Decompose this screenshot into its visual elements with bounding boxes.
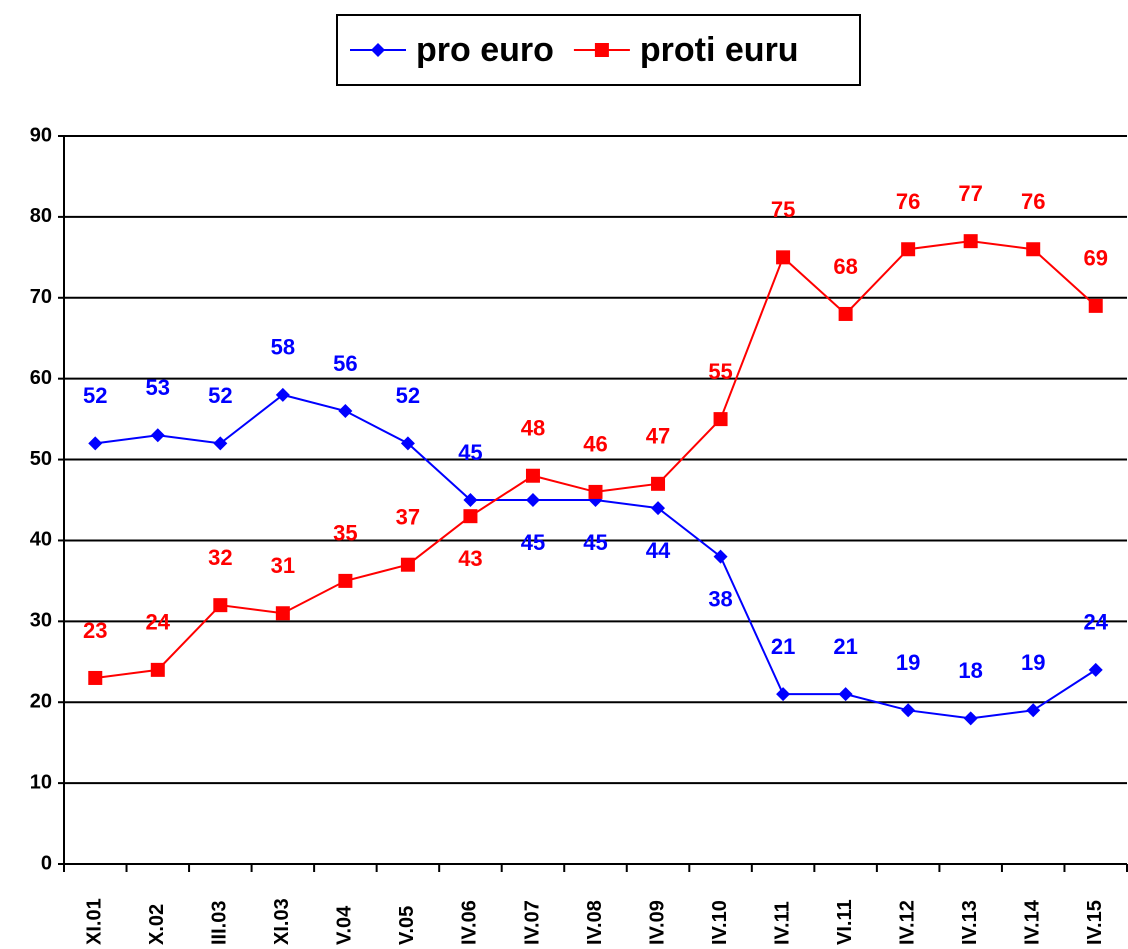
data-label: 48 — [521, 416, 545, 441]
data-label: 58 — [271, 335, 295, 360]
data-label: 76 — [896, 189, 920, 214]
data-label: 31 — [271, 553, 295, 578]
data-label: 43 — [458, 546, 482, 571]
data-label: 52 — [83, 383, 107, 408]
marker — [651, 501, 666, 516]
marker — [1026, 242, 1041, 257]
marker — [213, 436, 228, 451]
marker — [88, 670, 103, 685]
marker — [275, 606, 290, 621]
data-label: 38 — [708, 586, 732, 611]
marker — [901, 703, 916, 718]
data-label: 32 — [208, 545, 232, 570]
marker — [463, 493, 478, 507]
data-label: 21 — [771, 634, 795, 659]
marker — [371, 43, 385, 57]
marker — [838, 687, 853, 702]
marker — [588, 484, 603, 499]
data-label: 69 — [1083, 246, 1107, 271]
data-label: 24 — [1083, 610, 1108, 635]
marker — [651, 476, 666, 491]
marker — [1088, 662, 1103, 677]
x-tick-label: X.02 — [146, 904, 168, 945]
x-tick-label: IV.08 — [584, 900, 606, 945]
x-tick-label: IV.14 — [1021, 899, 1043, 945]
marker — [713, 549, 728, 564]
x-tick-label: VI.11 — [834, 899, 856, 945]
x-tick-label: IV.10 — [709, 900, 731, 945]
legend-label: proti euru — [640, 31, 799, 69]
y-tick-label: 40 — [30, 529, 52, 551]
marker — [150, 428, 165, 443]
data-label: 55 — [708, 359, 732, 384]
data-label: 19 — [896, 650, 920, 675]
marker — [525, 468, 540, 483]
marker — [963, 234, 978, 249]
x-tick-label: IV.12 — [896, 900, 918, 945]
marker — [150, 662, 165, 677]
marker — [1026, 703, 1041, 718]
data-label: 19 — [1021, 650, 1045, 675]
marker — [525, 493, 540, 507]
data-label: 52 — [208, 383, 232, 408]
data-label: 52 — [396, 383, 420, 408]
x-tick-label: V.05 — [396, 906, 418, 945]
y-tick-label: 90 — [30, 124, 52, 146]
x-tick-label: IV.15 — [1084, 900, 1106, 945]
data-label: 45 — [521, 530, 545, 555]
y-tick-label: 80 — [30, 205, 52, 227]
y-tick-label: 20 — [30, 691, 52, 713]
x-tick-label: XI.03 — [271, 898, 293, 945]
x-tick-label: IV.11 — [771, 901, 793, 945]
data-label: 56 — [333, 351, 357, 376]
marker — [713, 412, 728, 427]
data-label: 44 — [646, 538, 671, 563]
data-label: 76 — [1021, 189, 1045, 214]
data-label: 45 — [458, 440, 482, 465]
y-tick-label: 30 — [30, 610, 52, 632]
marker — [963, 711, 978, 726]
x-tick-label: V.04 — [334, 905, 356, 945]
data-label: 53 — [146, 375, 170, 400]
marker — [88, 436, 103, 451]
marker — [776, 250, 791, 265]
marker — [338, 404, 353, 419]
x-tick-label: XI.01 — [84, 898, 106, 945]
data-label: 77 — [958, 181, 982, 206]
data-label: 21 — [833, 634, 857, 659]
y-tick-label: 60 — [30, 367, 52, 389]
marker — [838, 306, 853, 321]
x-tick-label: III.03 — [209, 901, 231, 945]
legend-label: pro euro — [416, 31, 554, 69]
data-label: 47 — [646, 424, 670, 449]
marker — [400, 436, 415, 451]
data-label: 23 — [83, 618, 107, 643]
marker — [338, 573, 353, 588]
data-label: 24 — [146, 610, 171, 635]
marker — [594, 43, 609, 57]
marker — [213, 598, 228, 613]
x-tick-label: IV.13 — [959, 900, 981, 945]
x-tick-label: IV.06 — [459, 900, 481, 945]
y-tick-label: 70 — [30, 286, 52, 308]
data-label: 75 — [771, 197, 795, 222]
data-label: 68 — [833, 254, 857, 279]
marker — [400, 557, 415, 572]
y-tick-label: 50 — [30, 448, 52, 470]
marker — [1088, 298, 1103, 313]
marker — [463, 509, 478, 524]
y-tick-label: 10 — [30, 771, 52, 793]
y-tick-label: 0 — [41, 852, 52, 874]
data-label: 18 — [958, 658, 982, 683]
data-label: 37 — [396, 505, 420, 530]
data-label: 46 — [583, 432, 607, 457]
x-tick-label: IV.09 — [646, 900, 668, 945]
marker — [275, 387, 290, 402]
marker — [776, 687, 791, 702]
data-label: 45 — [583, 530, 607, 555]
marker — [901, 242, 916, 257]
x-tick-label: IV.07 — [521, 900, 543, 945]
data-label: 35 — [333, 521, 357, 546]
